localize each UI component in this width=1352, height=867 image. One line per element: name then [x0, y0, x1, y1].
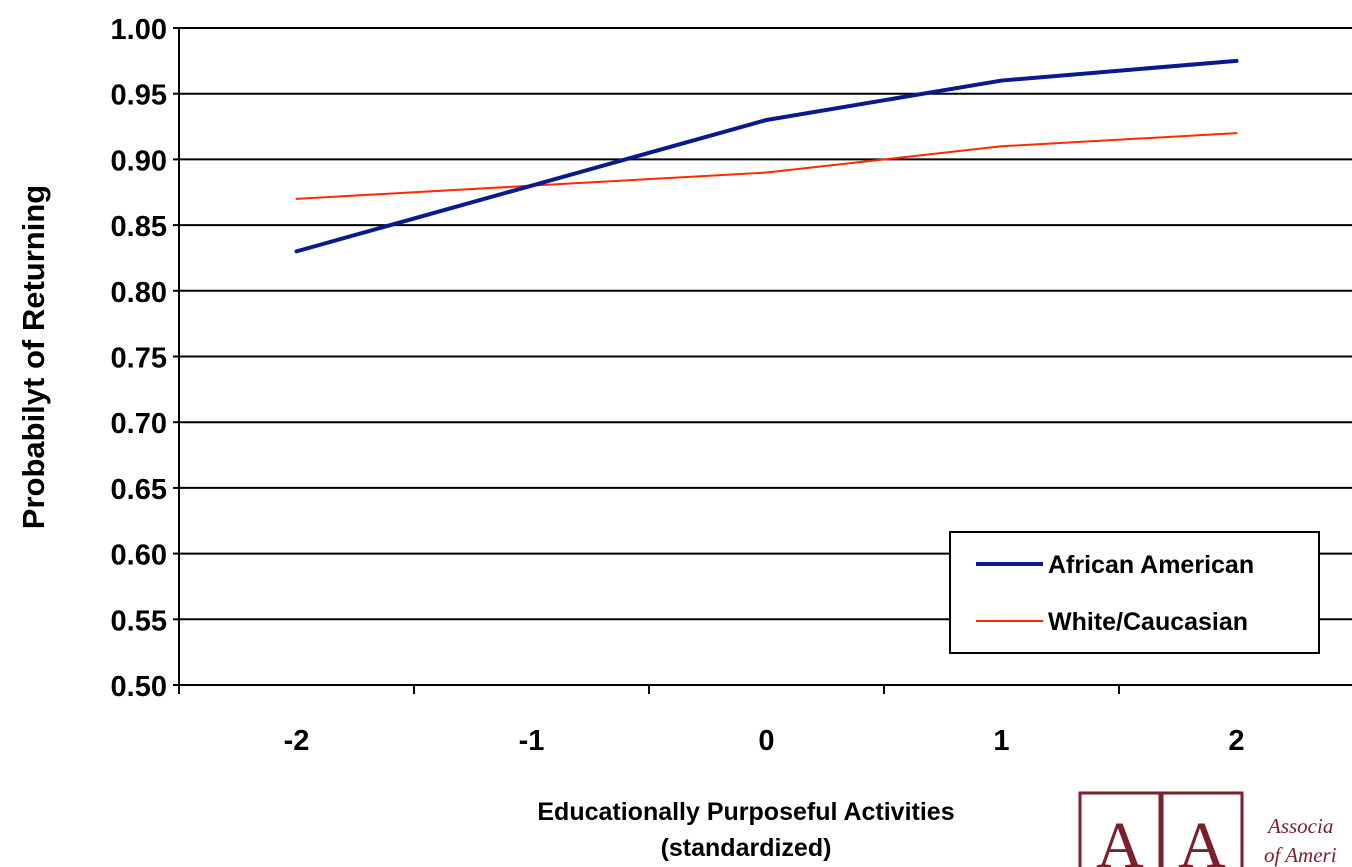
y-tick-label: 0.75 — [111, 343, 167, 375]
x-axis-title-line2: (standardized) — [661, 834, 832, 862]
logo-text-line1: Associa — [1266, 814, 1333, 838]
gridlines — [173, 27, 1352, 686]
x-tick-labels: -2 -1 0 1 2 — [284, 725, 1245, 757]
legend-label-white-caucasian: White/Caucasian — [1048, 608, 1248, 636]
x-tick-label: -2 — [284, 725, 310, 757]
axes — [178, 28, 1352, 686]
x-tick-label: 2 — [1228, 725, 1244, 757]
legend: African American White/Caucasian — [949, 531, 1320, 654]
legend-label-african-american: African American — [1048, 551, 1254, 579]
y-tick-label: 0.70 — [111, 408, 167, 440]
organization-logo: A A Associa of Ameri — [1078, 791, 1337, 867]
legend-box — [949, 531, 1320, 654]
logo-letter-1: A — [1096, 809, 1144, 867]
x-tick-label: 0 — [758, 725, 774, 757]
x-tick-label: -1 — [519, 725, 545, 757]
logo-box-1 — [1078, 791, 1162, 867]
y-axis-title: Probabilyt of Returning — [16, 185, 51, 529]
series-line-white-caucasian — [295, 132, 1238, 200]
x-ticks — [178, 685, 1120, 694]
y-tick-label: 0.80 — [111, 277, 167, 309]
logo-text-line2: of Ameri — [1264, 843, 1337, 867]
y-tick-label: 0.90 — [111, 145, 167, 177]
series-line-african-american — [294, 58, 1239, 254]
x-tick-label: 1 — [993, 725, 1009, 757]
y-tick-label: 0.95 — [111, 80, 167, 112]
logo-box-2 — [1160, 791, 1244, 867]
y-tick-label: 1.00 — [111, 14, 167, 46]
series-lines — [294, 58, 1239, 254]
y-tick-label: 0.85 — [111, 211, 167, 243]
y-tick-label: 0.55 — [111, 605, 167, 637]
y-tick-label: 0.65 — [111, 474, 167, 506]
x-axis-title-line1: Educationally Purposeful Activities — [537, 798, 954, 826]
logo-letter-2: A — [1178, 809, 1226, 867]
y-tick-label: 0.50 — [111, 671, 167, 703]
y-tick-label: 0.60 — [111, 540, 167, 572]
y-tick-labels: 0.50 0.55 0.60 0.65 0.70 0.75 0.80 0.85 0.90 0.95… — [111, 14, 167, 703]
